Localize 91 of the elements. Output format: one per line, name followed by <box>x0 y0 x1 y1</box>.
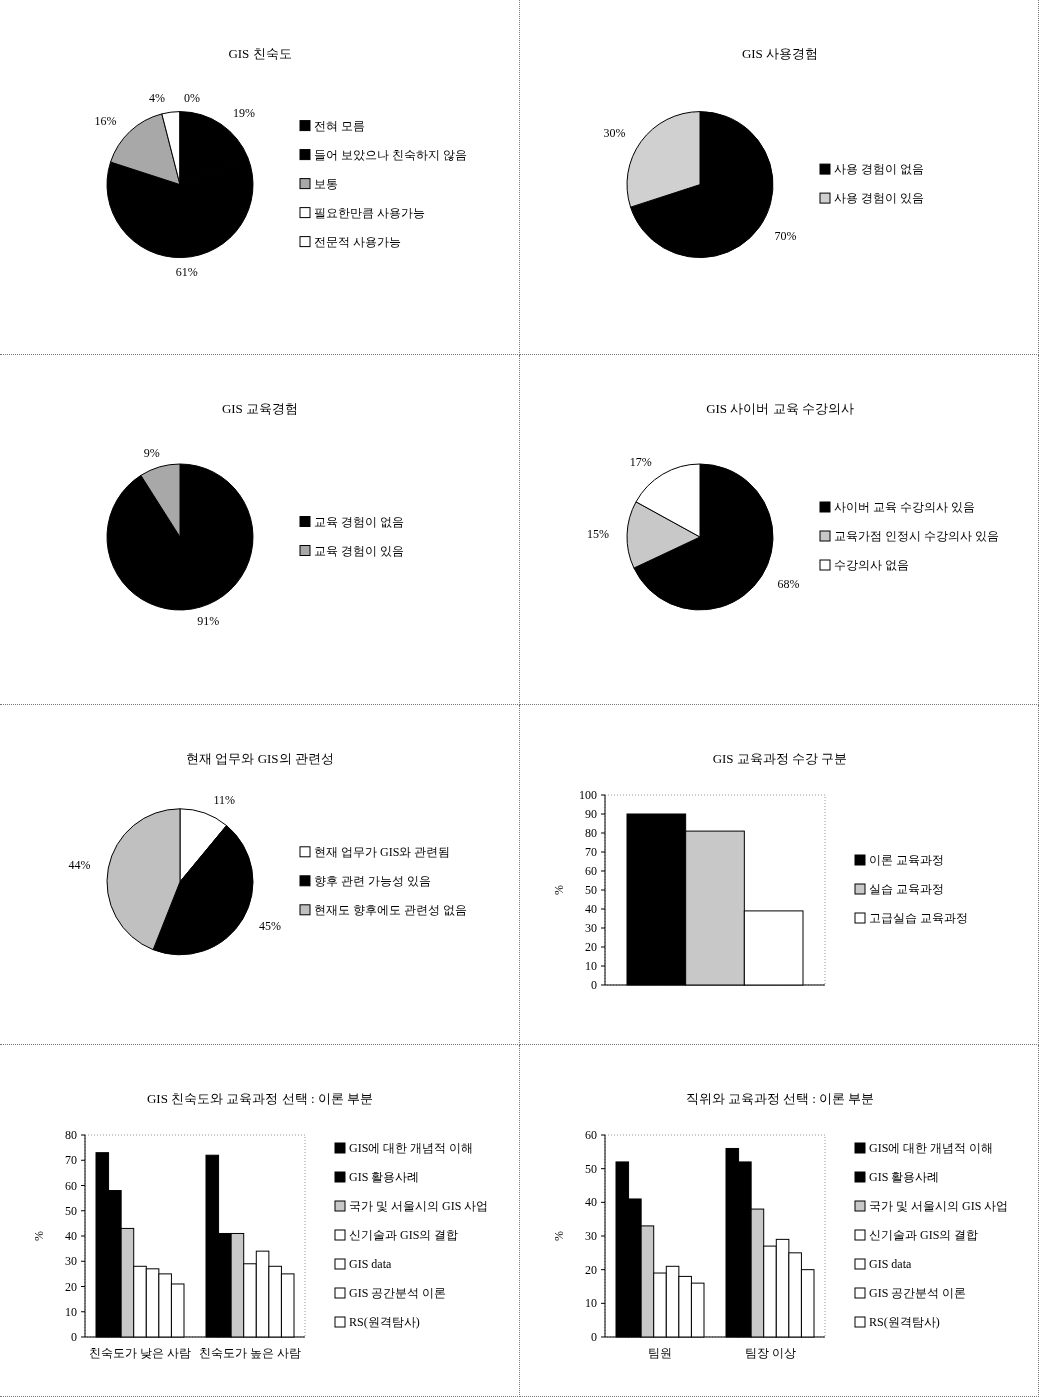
data-label: 11% <box>213 792 236 807</box>
chart-title: GIS 사용경험 <box>741 46 819 61</box>
data-label: 44% <box>68 858 91 873</box>
data-label: 45% <box>258 919 281 934</box>
data-label: 9% <box>143 446 160 461</box>
pie-slice <box>106 463 254 611</box>
data-label: 15% <box>587 527 610 542</box>
y-tick-label: 10 <box>585 1296 597 1311</box>
y-axis-title: % <box>552 1231 566 1241</box>
legend-label: 국가 및 서울시의 GIS 사업 <box>349 1199 489 1213</box>
legend-label: 사이버 교육 수강의사 있음 <box>834 500 975 514</box>
legend-label: 교육가점 인정시 수강의사 있음 <box>834 529 999 543</box>
data-label: 68% <box>777 576 800 591</box>
chart-title: GIS 친숙도와 교육과정 선택 : 이론 부분 <box>146 1091 374 1106</box>
legend-label: 사용 경험이 있음 <box>834 191 924 206</box>
legend-label: GIS에 대한 개념적 이해 <box>349 1141 474 1155</box>
y-tick-label: 10 <box>585 959 597 973</box>
chart-title: GIS 친숙도 <box>228 46 292 61</box>
legend-label: 실습 교육과정 <box>869 882 944 896</box>
y-tick-label: 20 <box>585 940 597 954</box>
data-label: 70% <box>774 228 797 243</box>
legend-label: 전혀 모름 <box>314 118 365 133</box>
y-tick-label: 60 <box>65 1178 77 1193</box>
chart-title: GIS 사이버 교육 수강의사 <box>706 401 854 416</box>
y-tick-label: 80 <box>65 1128 77 1142</box>
data-label: 17% <box>629 455 652 470</box>
y-tick-label: 10 <box>65 1304 77 1319</box>
legend-label: GIS 활용사례 <box>869 1170 940 1184</box>
x-tick-label: 친숙도가 낮은 사람 <box>89 1346 191 1360</box>
legend-label: RS(원격탐사) <box>869 1315 940 1329</box>
legend-label: 교육 경험이 있음 <box>314 543 404 558</box>
legend-label: 들어 보았으나 친숙하지 않음 <box>314 147 467 162</box>
chart-title: 현재 업무와 GIS의 관련성 <box>186 751 334 766</box>
legend-label: 향후 관련 가능성 있음 <box>314 873 431 888</box>
y-tick-label: 40 <box>585 902 597 916</box>
y-tick-label: 70 <box>65 1153 77 1168</box>
y-tick-label: 50 <box>585 1161 597 1176</box>
y-tick-label: 20 <box>65 1279 77 1294</box>
x-tick-label: 팀장 이상 <box>744 1346 796 1360</box>
data-label: 16% <box>94 114 117 129</box>
y-tick-label: 70 <box>585 845 597 859</box>
legend-label: 현재도 향후에도 관련성 없음 <box>314 902 467 917</box>
legend-label: GIS data <box>869 1257 912 1271</box>
legend-label: 고급실습 교육과정 <box>869 911 968 925</box>
legend-label: 신기술과 GIS의 결합 <box>349 1228 459 1242</box>
y-tick-label: 30 <box>585 1229 597 1243</box>
legend-label: 이론 교육과정 <box>869 853 944 867</box>
data-label: 30% <box>603 126 626 141</box>
data-label: 4% <box>149 91 166 106</box>
legend-label: GIS 공간분석 이론 <box>349 1286 447 1300</box>
pie-slice <box>630 111 774 259</box>
chart-title: GIS 교육경험 <box>221 401 299 416</box>
y-tick-label: 60 <box>585 864 597 878</box>
y-axis-title: % <box>552 885 566 895</box>
y-tick-label: 50 <box>585 883 597 897</box>
x-tick-label: 친숙도가 높은 사람 <box>199 1346 301 1360</box>
y-tick-label: 30 <box>585 921 597 935</box>
y-tick-label: 0 <box>71 1330 77 1344</box>
legend-label: GIS에 대한 개념적 이해 <box>869 1141 994 1155</box>
y-tick-label: 0 <box>591 978 597 992</box>
legend-label: GIS 활용사례 <box>349 1170 420 1184</box>
y-tick-label: 80 <box>585 826 597 840</box>
y-tick-label: 40 <box>65 1229 77 1243</box>
data-label: 91% <box>197 613 220 628</box>
legend-label: 보통 <box>314 176 338 191</box>
legend-label: 필요한만큼 사용가능 <box>314 205 425 220</box>
legend-label: 신기술과 GIS의 결합 <box>869 1228 979 1242</box>
y-axis-title: % <box>32 1231 46 1241</box>
legend-label: 국가 및 서울시의 GIS 사업 <box>869 1199 1009 1213</box>
y-tick-label: 20 <box>585 1262 597 1277</box>
data-label: 61% <box>175 264 198 279</box>
legend-label: 전문적 사용가능 <box>314 234 401 249</box>
text: 0% <box>184 90 200 105</box>
y-tick-label: 30 <box>65 1254 77 1269</box>
x-tick-label: 팀원 <box>648 1346 672 1360</box>
legend-label: 현재 업무가 GIS와 관련됨 <box>314 844 451 859</box>
legend-label: GIS 공간분석 이론 <box>869 1286 967 1300</box>
chart-title: 직위와 교육과정 선택 : 이론 부분 <box>685 1091 875 1106</box>
y-tick-label: 40 <box>585 1195 597 1210</box>
y-tick-label: 100 <box>579 788 597 802</box>
y-tick-label: 90 <box>585 807 597 821</box>
legend-label: 수강의사 없음 <box>834 558 909 572</box>
data-label: 19% <box>232 105 255 120</box>
legend-label: GIS data <box>349 1257 392 1271</box>
legend-label: RS(원격탐사) <box>349 1315 420 1329</box>
y-tick-label: 0 <box>591 1330 597 1344</box>
y-tick-label: 50 <box>65 1203 77 1218</box>
chart-title: GIS 교육과정 수강 구분 <box>712 751 848 766</box>
legend-label: 사용 경험이 없음 <box>834 162 924 177</box>
legend-label: 교육 경험이 없음 <box>314 514 404 529</box>
y-tick-label: 60 <box>585 1128 597 1142</box>
